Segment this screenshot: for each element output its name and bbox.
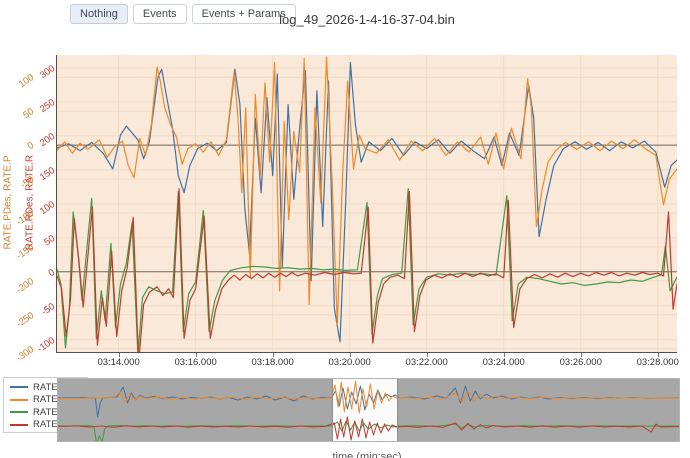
annotation-toggle-group: Nothing Events Events + Params bbox=[70, 4, 296, 24]
slider-mask-right[interactable] bbox=[397, 379, 679, 441]
legend-line-swatch bbox=[10, 423, 28, 426]
x-tick-mark bbox=[503, 353, 505, 357]
slider-mask-left[interactable] bbox=[58, 379, 333, 441]
y-tick-label-roll: 300 bbox=[37, 62, 58, 82]
x-tick-mark bbox=[272, 353, 274, 357]
x-tick-mark bbox=[118, 353, 120, 357]
y-axis-line bbox=[56, 55, 57, 353]
legend-item-rate-p[interactable]: RATE.P bbox=[10, 394, 87, 407]
x-tick-label: 03:24.000 bbox=[482, 357, 525, 368]
legend-line-swatch bbox=[10, 398, 28, 401]
x-tick-label: 03:18.000 bbox=[251, 357, 294, 368]
x-axis-title: time (min:sec) bbox=[332, 451, 402, 458]
x-tick-label: 03:20.000 bbox=[328, 357, 371, 368]
x-tick-label: 03:26.000 bbox=[559, 357, 602, 368]
legend-line-swatch bbox=[10, 386, 28, 389]
slider-window-handle[interactable] bbox=[332, 379, 398, 441]
chart-title: log_49_2026-1-4-16-37-04.bin bbox=[279, 12, 455, 27]
toggle-button-nothing[interactable]: Nothing bbox=[70, 4, 128, 24]
x-tick-label: 03:22.000 bbox=[405, 357, 448, 368]
legend-label: RATE.R bbox=[33, 419, 68, 431]
x-tick-label: 03:16.000 bbox=[174, 357, 217, 368]
legend-line-swatch bbox=[10, 411, 28, 414]
x-tick-mark bbox=[426, 353, 428, 357]
series-line-rate-rdes bbox=[57, 188, 677, 352]
range-slider[interactable] bbox=[57, 378, 680, 442]
series-line-rate-r bbox=[57, 188, 677, 352]
legend-item-rate-r[interactable]: RATE.R bbox=[10, 419, 87, 432]
series-line-rate-pdes bbox=[57, 61, 677, 343]
toggle-button-events-params[interactable]: Events + Params bbox=[191, 4, 296, 24]
y-tick-label-roll: 250 bbox=[37, 96, 58, 115]
y-tick-label-roll: 0 bbox=[46, 266, 58, 279]
x-tick-mark bbox=[580, 353, 582, 357]
x-tick-mark bbox=[195, 353, 197, 357]
x-axis-line bbox=[57, 352, 677, 353]
x-tick-mark bbox=[349, 353, 351, 357]
y-tick-label-roll: -50 bbox=[39, 300, 58, 318]
y-tick-label-roll: 200 bbox=[37, 130, 58, 149]
legend-label: RATE.P bbox=[33, 394, 67, 406]
main-plot-area[interactable] bbox=[57, 55, 677, 352]
x-tick-label: 03:14.000 bbox=[97, 357, 140, 368]
toggle-button-events[interactable]: Events bbox=[132, 4, 187, 24]
x-tick-label: 03:28.000 bbox=[636, 357, 679, 368]
slider-mini-plot bbox=[58, 380, 679, 441]
x-tick-mark bbox=[657, 353, 659, 357]
series-line-rate-p bbox=[57, 56, 677, 326]
main-plot-svg bbox=[57, 55, 677, 352]
